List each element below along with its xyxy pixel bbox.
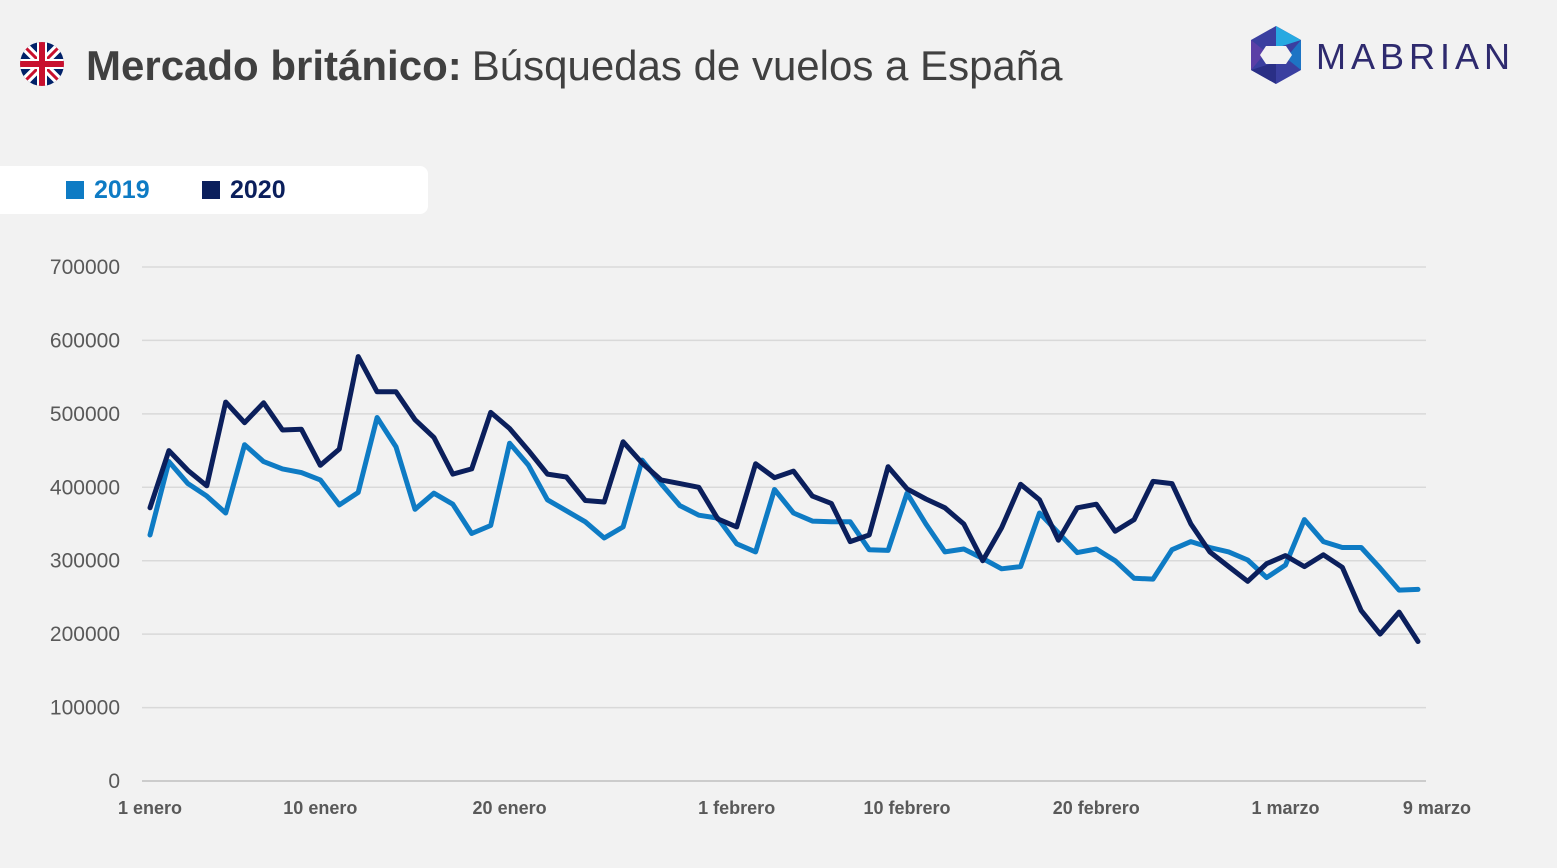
legend-label-2019: 2019 [94, 175, 150, 204]
legend-label-2020: 2020 [230, 175, 286, 204]
legend-swatch-2019 [66, 181, 84, 199]
x-tick-label: 10 enero [283, 798, 357, 818]
y-tick-label: 400000 [50, 476, 120, 499]
line-chart: 0 100000 200000 300000 400000 500000 600000 700… [50, 256, 1471, 818]
title-market: Mercado británico: [86, 42, 462, 89]
x-tick-label: 20 febrero [1053, 798, 1140, 818]
x-tick-label: 1 febrero [698, 798, 775, 818]
y-tick-label: 700000 [50, 256, 120, 279]
x-tick-label: 10 febrero [863, 798, 950, 818]
y-axis-ticks: 0 100000 200000 300000 400000 500000 600000 700… [50, 256, 120, 793]
x-tick-label: 9 marzo [1403, 798, 1471, 818]
y-tick-label: 100000 [50, 697, 120, 720]
chart-legend: 2019 2020 [0, 166, 428, 214]
uk-flag-icon [20, 42, 64, 86]
mabrian-hexagon-icon [1251, 26, 1301, 84]
header: Mercado británico: Búsquedas de vuelos a … [0, 0, 1557, 120]
series-layer [147, 354, 1421, 644]
x-tick-label: 1 enero [118, 798, 182, 818]
logo-text: MABRIAN [1316, 36, 1516, 77]
legend-item-2020: 2020 [202, 166, 286, 214]
y-tick-label: 500000 [50, 403, 120, 426]
x-tick-label: 20 enero [473, 798, 547, 818]
legend-item-2019: 2019 [66, 166, 150, 214]
grid-layer [142, 266, 1426, 782]
y-tick-label: 300000 [50, 550, 120, 573]
title-subject: Búsquedas de vuelos a España [471, 42, 1063, 89]
legend-swatch-2020 [202, 181, 220, 199]
page-title: Mercado británico: Búsquedas de vuelos a … [86, 38, 1063, 94]
x-tick-label: 1 marzo [1252, 798, 1320, 818]
y-tick-label: 600000 [50, 329, 120, 352]
series-line-2020 [147, 354, 1421, 644]
x-axis-ticks: 1 enero 10 enero 20 enero 1 febrero 10 febre… [118, 798, 1471, 818]
y-tick-label: 200000 [50, 623, 120, 646]
mabrian-logo: MABRIAN [1248, 24, 1538, 86]
y-tick-label: 0 [108, 770, 120, 793]
